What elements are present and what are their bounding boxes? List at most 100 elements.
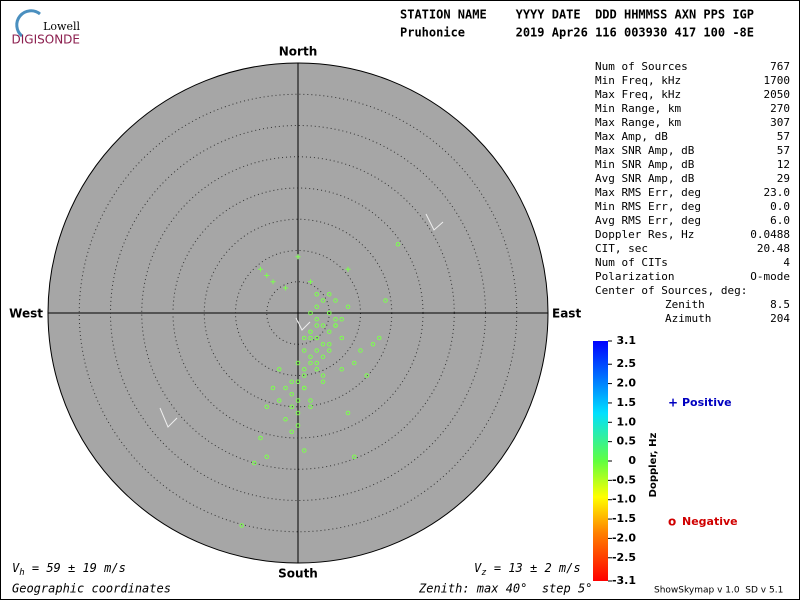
stat-value: 57 [777, 144, 790, 157]
source-circle [258, 435, 263, 441]
colorbar-tick-label: -1.5 [612, 512, 636, 525]
source-circle [301, 373, 307, 378]
west-label: West [9, 307, 43, 321]
source-circle [339, 316, 345, 322]
source-circle [339, 335, 345, 341]
logo-top: Lowell [43, 20, 80, 33]
source-circle [345, 304, 351, 310]
stat-value: 29 [777, 172, 790, 185]
colorbar-tick-label: 0.5 [617, 435, 637, 448]
vh: Vh = 59 ± 19 m/s [12, 561, 126, 578]
center-label: Azimuth [665, 312, 711, 325]
source-circle [364, 373, 370, 378]
version: ShowSkymap v 1.0 SD v 5.1 [654, 586, 783, 596]
colorbar-tick-label: -2.5 [612, 551, 636, 564]
stat-value: 1700 [764, 74, 791, 87]
stat-value: 12 [777, 158, 790, 171]
colorbar-tick-label: 2.5 [617, 357, 637, 370]
source-circle [351, 360, 357, 366]
source-circle [308, 404, 313, 410]
source-circle [326, 291, 332, 297]
source-circle [295, 379, 301, 385]
stat-value: 23.0 [764, 186, 791, 199]
stat-label: Max Range, km [595, 116, 681, 129]
colorbar-tick-label: 1.0 [617, 415, 637, 428]
source-circle [320, 341, 326, 347]
source-circle [264, 454, 270, 460]
source-plus [283, 285, 288, 291]
colorbar-tick-label: 1.5 [617, 396, 637, 409]
stat-value: 270 [770, 102, 790, 115]
source-circle [314, 323, 320, 328]
source-circle [345, 410, 351, 416]
source-circle [308, 335, 313, 341]
legend-symbol: + [668, 396, 678, 410]
stat-value: 4 [783, 256, 790, 269]
source-circle [301, 335, 307, 341]
source-circle [320, 379, 326, 385]
source-circle [301, 366, 307, 372]
source-circle [320, 298, 326, 303]
center-title: Center of Sources, deg: [595, 284, 747, 297]
source-circle [301, 348, 307, 353]
stat-label: Max SNR Amp, dB [595, 144, 695, 157]
source-plus [264, 273, 270, 278]
source-circle [383, 298, 388, 303]
source-circle [301, 448, 307, 453]
legend-label: Positive [682, 396, 732, 409]
colorbar-tick-label: -2.0 [612, 531, 636, 544]
stat-label: Max Freq, kHz [595, 88, 681, 101]
source-circle [326, 329, 332, 335]
source-circle [320, 373, 326, 378]
source-circle [326, 341, 332, 347]
source-circle [251, 460, 257, 466]
source-circle [295, 423, 301, 428]
source-plus [308, 279, 313, 285]
source-circle [276, 398, 282, 403]
legend-label: Negative [682, 515, 738, 528]
stat-label: Min Range, km [595, 102, 681, 115]
source-circle [264, 404, 270, 410]
stat-value: 307 [770, 116, 790, 129]
south-label: South [278, 567, 318, 581]
source-circle [314, 360, 320, 366]
stat-label: Max Amp, dB [595, 130, 668, 143]
stat-value: 0.0488 [750, 228, 790, 241]
source-circle [289, 391, 295, 397]
header-line: STATION NAME YYYY DATE DDD HHMMSS AXN PP… [400, 8, 754, 22]
stat-label: Min SNR Amp, dB [595, 158, 695, 171]
north-label: North [279, 45, 317, 59]
colorbar-tick-label: 0 [628, 454, 636, 467]
stat-label: Min RMS Err, deg [595, 200, 701, 213]
source-plus [295, 254, 301, 260]
legend-symbol: o [668, 515, 676, 529]
source-circle [376, 335, 382, 341]
source-plus [270, 279, 276, 285]
source-circle [283, 385, 288, 391]
stat-value: 0.0 [770, 200, 790, 213]
source-circle [314, 304, 320, 310]
colorbar [593, 341, 608, 581]
source-circle [289, 379, 295, 385]
source-circle [308, 310, 313, 316]
source-circle [333, 298, 338, 303]
colorbar-tick-label: -1.0 [612, 493, 636, 506]
center-value: 204 [770, 312, 790, 325]
source-plus [345, 266, 351, 272]
stat-value: 57 [777, 130, 790, 143]
source-circle [308, 398, 313, 403]
source-circle [239, 523, 245, 528]
source-circle [314, 291, 320, 297]
source-circle [314, 348, 320, 353]
coords-note: Geographic coordinates [12, 582, 171, 596]
source-circle [358, 348, 363, 353]
source-circle [395, 241, 401, 247]
source-circle [320, 323, 326, 328]
colorbar-tick-label: -3.1 [612, 574, 636, 587]
stat-label: Min Freq, kHz [595, 74, 681, 87]
source-circle [320, 354, 326, 360]
chevron [159, 213, 444, 428]
colorbar-tick-label: -0.5 [612, 473, 636, 486]
source-circle [308, 354, 313, 360]
